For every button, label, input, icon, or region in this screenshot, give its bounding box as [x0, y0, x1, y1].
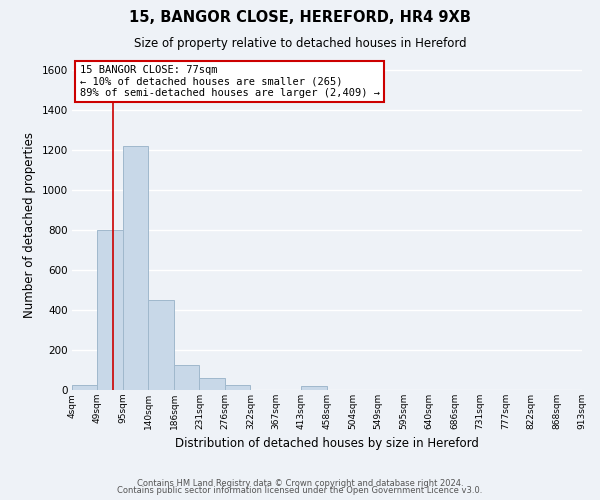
Bar [224, 385, 250, 390]
Text: Contains HM Land Registry data © Crown copyright and database right 2024.: Contains HM Land Registry data © Crown c… [137, 478, 463, 488]
Bar [72, 385, 97, 390]
Bar [123, 146, 148, 390]
Bar [301, 386, 327, 390]
Y-axis label: Number of detached properties: Number of detached properties [23, 132, 36, 318]
X-axis label: Distribution of detached houses by size in Hereford: Distribution of detached houses by size … [175, 438, 479, 450]
Text: 15, BANGOR CLOSE, HEREFORD, HR4 9XB: 15, BANGOR CLOSE, HEREFORD, HR4 9XB [129, 10, 471, 25]
Bar [148, 300, 174, 390]
Text: Contains public sector information licensed under the Open Government Licence v3: Contains public sector information licen… [118, 486, 482, 495]
Bar [199, 378, 224, 390]
Bar [174, 365, 199, 390]
Text: 15 BANGOR CLOSE: 77sqm
← 10% of detached houses are smaller (265)
89% of semi-de: 15 BANGOR CLOSE: 77sqm ← 10% of detached… [80, 65, 380, 98]
Bar [97, 230, 123, 390]
Text: Size of property relative to detached houses in Hereford: Size of property relative to detached ho… [134, 38, 466, 51]
